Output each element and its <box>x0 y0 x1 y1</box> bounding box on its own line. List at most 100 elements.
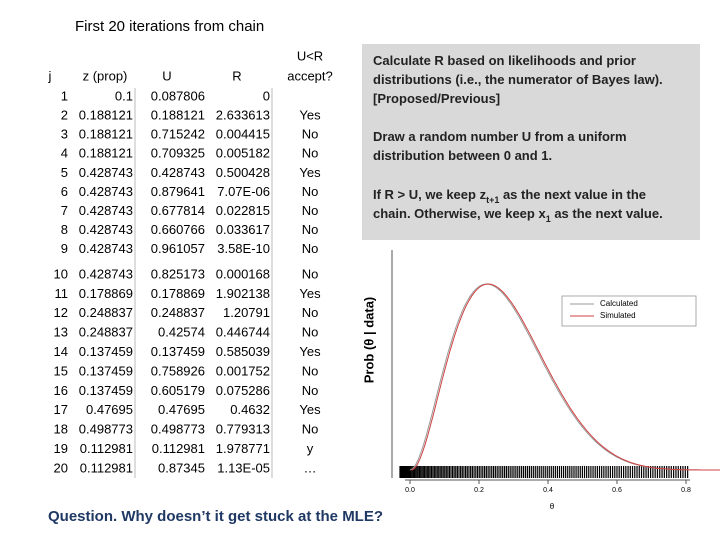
table-cell: 0.709325 <box>151 146 205 161</box>
table-cell: 0.087806 <box>151 88 205 103</box>
table-cell: 2 <box>61 108 68 123</box>
note-segment: distribution between 0 and 1. <box>373 148 552 163</box>
table-cell: 0.879641 <box>151 184 205 199</box>
table-cell: 0.1 <box>115 88 133 103</box>
table-cell: 0.112981 <box>152 441 205 456</box>
header-cell: accept? <box>287 68 333 83</box>
note-text: chain. Otherwise, we keep x1 as the next… <box>373 206 663 224</box>
note-text: [Proposed/Previous] <box>373 91 500 106</box>
table-cell: 0.428743 <box>79 266 133 281</box>
legend-box <box>561 295 697 327</box>
table-cell: 1.20791 <box>223 305 270 320</box>
legend-label: Calculated <box>600 299 638 308</box>
subscript: t+1 <box>486 195 499 205</box>
table-cell: 0.428743 <box>79 203 133 218</box>
table-cell: 0.500428 <box>216 165 270 180</box>
table-cell: 0.248837 <box>79 305 133 320</box>
table-cell: Yes <box>299 108 321 123</box>
density-curve <box>411 283 720 471</box>
table-cell: 0.428743 <box>151 165 205 180</box>
table-cell: 0.137459 <box>79 344 133 359</box>
table-cell: y <box>307 441 314 456</box>
question: Question. Why doesn’t it get stuck at th… <box>48 508 383 525</box>
table-cell: 0.001752 <box>216 363 270 378</box>
table-cell: Yes <box>299 286 321 301</box>
table-cell: 0.004415 <box>216 127 270 142</box>
density-plot: 0.0 0.2 0.4 0.6 0.8 Calculated Simulated <box>391 250 720 494</box>
note-segment: [Proposed/Previous] <box>373 91 500 106</box>
subscript: 1 <box>546 214 551 224</box>
table-cell: 11 <box>55 286 69 301</box>
table-cell: 0.112981 <box>80 441 133 456</box>
table-cell: 2.633613 <box>216 108 270 123</box>
table-cell: 10 <box>54 266 68 281</box>
y-axis-label: Prob (θ | data) <box>361 297 376 384</box>
table-cell: 0.446744 <box>216 325 270 340</box>
table-cell: 0 <box>263 88 270 103</box>
table-cell: 0.005182 <box>216 146 270 161</box>
table-cell: No <box>302 241 319 256</box>
table-cell: 0.188121 <box>151 108 205 123</box>
table-cell: 0.188121 <box>79 127 133 142</box>
table-cell: 0.87345 <box>158 460 205 475</box>
table-cell: 0.137459 <box>79 363 133 378</box>
header-cell: j <box>48 68 52 83</box>
table-cell: 0.42574 <box>158 325 205 340</box>
table-cell: 0.715242 <box>151 127 205 142</box>
table-cell: 1.13E-05 <box>217 460 270 475</box>
table-cell: 1 <box>61 88 68 103</box>
table-cell: 20 <box>54 460 68 475</box>
table-cell: 0.4632 <box>230 402 270 417</box>
table-cell: 0.47695 <box>158 402 205 417</box>
table-cell: 1.978771 <box>216 441 270 456</box>
table-cell: 0.178869 <box>151 286 205 301</box>
table-cell: 8 <box>61 222 68 237</box>
table-cell: 17 <box>54 402 68 417</box>
table-cell: 0.248837 <box>151 305 205 320</box>
table-cell: 0.428743 <box>79 241 133 256</box>
table-cell: 0.660766 <box>151 222 205 237</box>
table-cell: No <box>302 146 319 161</box>
table-cell: 0.188121 <box>79 146 133 161</box>
table-cell: 0.779313 <box>216 422 270 437</box>
table-cell: 0.825173 <box>151 266 205 281</box>
table-cell: 0.428743 <box>79 165 133 180</box>
table-cell: 12 <box>54 305 68 320</box>
x-tick-label: 0.4 <box>543 487 553 494</box>
table-cell: 0.137459 <box>79 383 133 398</box>
x-tick-label: 0.0 <box>405 487 415 494</box>
table-cell: 0.178869 <box>79 286 133 301</box>
table-cell: Yes <box>299 344 321 359</box>
table-cell: 9 <box>61 241 68 256</box>
table-cell: No <box>302 422 319 437</box>
table-cell: 15 <box>54 363 68 378</box>
note-segment: Calculate R based on likelihoods and pri… <box>373 53 636 68</box>
table-cell: … <box>304 460 317 475</box>
table-cell: 1.902138 <box>216 286 270 301</box>
table-cell: 0.022815 <box>216 203 270 218</box>
table-cell: 0.498773 <box>79 422 133 437</box>
table-cell: 14 <box>54 344 68 359</box>
x-axis-label: θ <box>550 502 555 511</box>
table-cell: 0.605179 <box>151 383 205 398</box>
table-cell: 0.961057 <box>151 241 205 256</box>
table-cell: 0.188121 <box>79 108 133 123</box>
table-cell: No <box>302 203 319 218</box>
table-cell: 18 <box>54 422 68 437</box>
table-cell: 0.677814 <box>151 203 205 218</box>
table-cell: 3 <box>61 127 68 142</box>
note-segment: Draw a random number U from a uniform <box>373 129 627 144</box>
table-cell: 7.07E-06 <box>217 184 270 199</box>
table-cell: 0.585039 <box>216 344 270 359</box>
table-cell: 0.428743 <box>79 184 133 199</box>
table-cell: 6 <box>61 184 68 199</box>
table-cell: No <box>302 266 319 281</box>
table-cell: 0.033617 <box>216 222 270 237</box>
table-cell: No <box>302 325 319 340</box>
header-cell: U <box>162 68 171 83</box>
header-cell: z (prop) <box>83 68 128 83</box>
table-cell: No <box>302 363 319 378</box>
table-cell: No <box>302 127 319 142</box>
legend-label: Simulated <box>600 311 636 320</box>
table-cell: 0.47695 <box>86 402 133 417</box>
